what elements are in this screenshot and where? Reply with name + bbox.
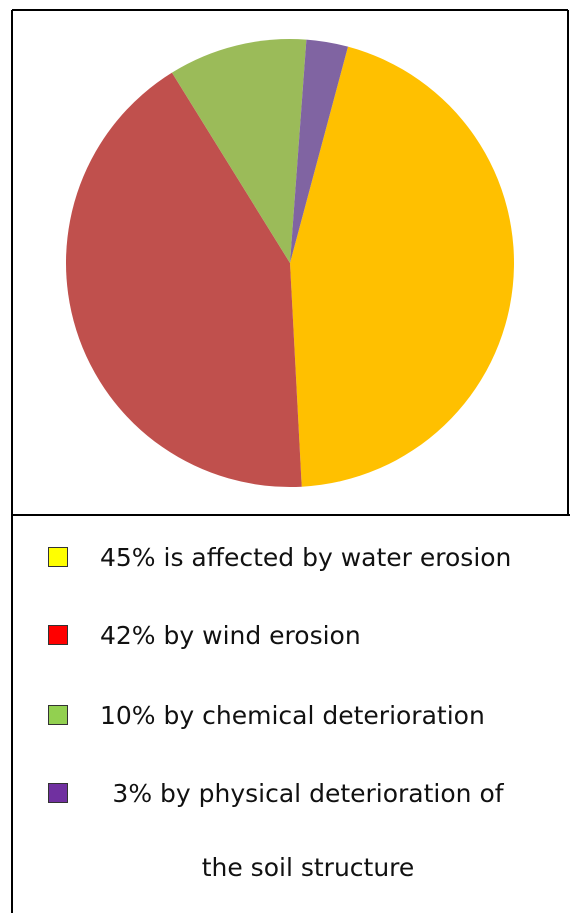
legend-swatch <box>48 625 68 645</box>
pie-slice <box>290 39 348 263</box>
legend-swatch <box>48 783 68 803</box>
legend-label: 45% is affected by water erosion <box>100 543 512 572</box>
pie <box>65 39 515 488</box>
legend-swatch <box>48 705 68 725</box>
legend-swatch <box>48 547 68 567</box>
legend-label: 10% by chemical deterioration <box>100 701 485 730</box>
legend-label: 42% by wind erosion <box>100 621 361 650</box>
legend-item: 10% by chemical deterioration <box>48 701 560 731</box>
legend-item: 42% by wind erosion <box>48 621 560 651</box>
legend-label: 3% by physical deterioration of the soil… <box>112 779 504 882</box>
pie-slice <box>290 46 515 487</box>
pie-slice <box>65 72 302 488</box>
legend-item: 3% by physical deterioration of the soil… <box>48 779 560 882</box>
pie-slice <box>171 39 307 264</box>
legend-item: 45% is affected by water erosion <box>48 543 560 573</box>
